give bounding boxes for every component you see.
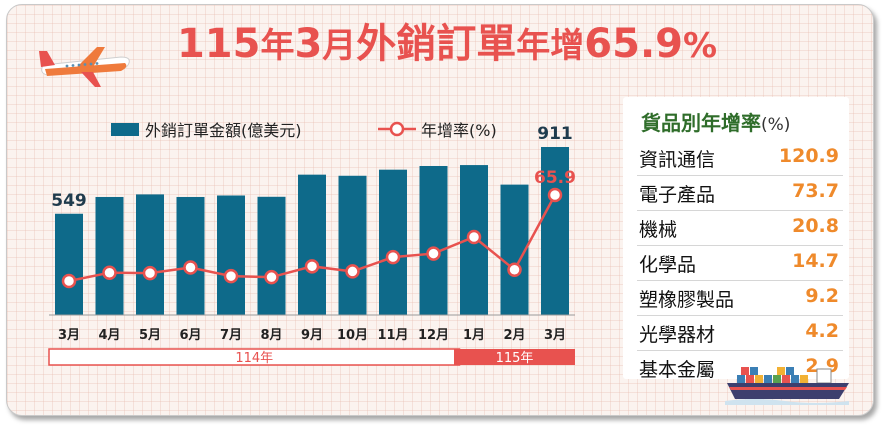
- item-value: 120.9: [778, 145, 839, 167]
- list-item: 塑橡膠製品 9.2: [637, 281, 843, 316]
- item-name: 光學器材: [639, 324, 716, 346]
- title-part5: 外銷訂單: [356, 21, 517, 67]
- item-value: 9.2: [805, 285, 839, 307]
- bar: [257, 196, 286, 315]
- title-part1: 115: [176, 21, 261, 67]
- x-tick-label: 8月: [260, 328, 282, 343]
- bar-data-label: 549: [51, 191, 87, 211]
- x-tick-label: 9月: [301, 328, 323, 343]
- year-band-115: [454, 349, 575, 365]
- item-value: 73.7: [792, 180, 839, 202]
- infographic-card: 115年3月外銷訂單年增65.9% 外銷訂單金額(億美元) 年增率(%) 549…: [6, 4, 874, 416]
- side-panel: 貨品別年增率(%) 資訊通信 120.9 電子產品 73.7 機械 20.8 化學品 1…: [623, 97, 849, 381]
- list-item: 機械 20.8: [637, 211, 843, 246]
- x-tick-label: 3月: [544, 328, 566, 343]
- bar-data-label: 911: [537, 124, 573, 144]
- legend-line-swatch: [378, 121, 416, 137]
- item-name: 資訊通信: [639, 149, 716, 171]
- side-panel-title-text: 貨品別年增率: [641, 111, 761, 135]
- growth-rate-point: [507, 262, 522, 278]
- list-item: 電子產品 73.7: [637, 176, 843, 211]
- growth-rate-point: [223, 268, 239, 284]
- title-part7: 65.9: [584, 21, 683, 67]
- year-band-label: 115年: [496, 351, 534, 366]
- growth-rate-point: [385, 249, 401, 265]
- item-name: 化學品: [639, 254, 697, 276]
- x-tick-label: 2月: [503, 328, 525, 343]
- page-title: 115年3月外銷訂單年增65.9%: [167, 11, 727, 67]
- x-tick-label: 10月: [337, 328, 368, 343]
- bar-line-chart: 549 911 65.9 3月 4月 5月 6月 7月 8月 9月 10月 11月 12月 1月 2月 3月 1…: [48, 124, 576, 366]
- side-panel-title: 貨品別年增率(%): [641, 107, 790, 136]
- side-panel-unit: (%): [761, 115, 791, 135]
- growth-rate-point: [102, 265, 117, 280]
- bar: [379, 169, 407, 315]
- bar: [500, 184, 529, 315]
- year-band-label: 114年: [235, 351, 273, 366]
- title-part8: %: [682, 26, 718, 66]
- growth-rate-point: [547, 187, 563, 203]
- item-name: 機械: [639, 219, 678, 241]
- bar: [338, 175, 367, 315]
- x-tick-label: 3月: [58, 328, 80, 343]
- x-tick-label: 12月: [418, 328, 449, 343]
- growth-rate-point: [304, 259, 320, 274]
- bar: [541, 147, 569, 315]
- bar: [95, 196, 124, 315]
- legend-bar-item: 外銷訂單金額(億美元): [111, 117, 302, 141]
- growth-rate-point: [264, 269, 279, 285]
- item-value: 14.7: [792, 250, 839, 272]
- list-item: 光學器材 4.2: [637, 316, 843, 351]
- x-tick-label: 7月: [220, 328, 242, 343]
- title-part6: 年增: [516, 26, 585, 66]
- bar: [55, 213, 83, 315]
- growth-rate-point: [142, 265, 158, 281]
- legend-line-label: 年增率(%): [421, 121, 497, 140]
- side-panel-list: 資訊通信 120.9 電子產品 73.7 機械 20.8 化學品 14.7 塑橡膠製品 9…: [637, 141, 843, 385]
- list-item: 化學品 14.7: [637, 246, 843, 281]
- growth-rate-point: [183, 260, 198, 275]
- legend-line-item: 年增率(%): [377, 117, 497, 141]
- bar: [298, 174, 326, 315]
- x-tick-label: 11月: [377, 328, 408, 343]
- x-tick-label: 5月: [139, 328, 161, 343]
- cargo-ship-icon: [725, 367, 849, 405]
- title-part4: 月: [322, 26, 357, 66]
- list-item: 資訊通信 120.9: [637, 141, 843, 176]
- x-tick-label: 1月: [463, 328, 485, 343]
- item-name: 基本金屬: [639, 359, 716, 381]
- item-name: 電子產品: [639, 184, 716, 206]
- title-part3: 3: [294, 21, 323, 67]
- bar: [217, 195, 245, 315]
- title-part2: 年: [260, 26, 295, 66]
- legend-bar-label: 外銷訂單金額(億美元): [145, 121, 302, 140]
- item-name: 塑橡膠製品: [639, 289, 735, 311]
- bar: [176, 196, 205, 315]
- growth-rate-point: [345, 264, 360, 279]
- growth-rate-point: [426, 246, 441, 261]
- bar: [136, 194, 164, 315]
- bar: [419, 165, 448, 315]
- x-tick-label: 4月: [98, 328, 120, 343]
- growth-rate-point: [61, 273, 77, 289]
- item-value: 20.8: [792, 215, 839, 237]
- x-tick-label: 6月: [179, 328, 201, 343]
- airplane-icon: [39, 47, 130, 87]
- line-data-label: 65.9: [534, 168, 576, 188]
- growth-rate-point: [466, 229, 482, 245]
- legend-bar-swatch: [111, 122, 139, 136]
- item-value: 4.2: [805, 320, 839, 342]
